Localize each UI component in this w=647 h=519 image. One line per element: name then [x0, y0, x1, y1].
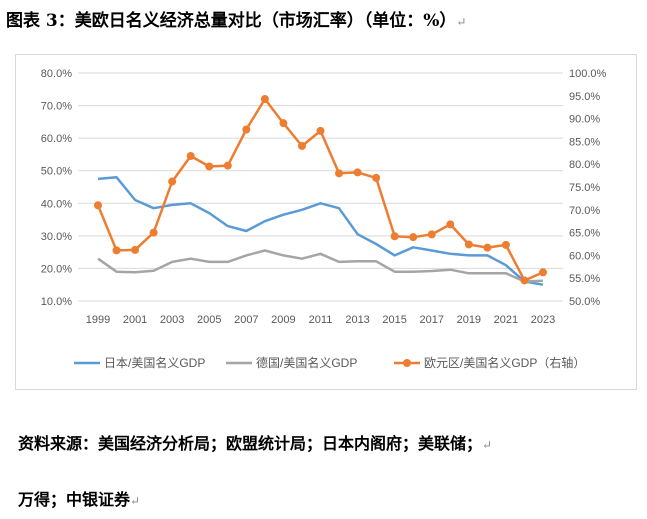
series-point-3: [353, 168, 362, 177]
x-tick-label: 2019: [457, 314, 481, 326]
y-right-tick-label: 55.0%: [569, 273, 600, 285]
x-tick-label: 2007: [234, 314, 258, 326]
series-point-3: [464, 240, 473, 249]
y-left-tick-label: 50.0%: [41, 166, 72, 178]
series-point-3: [186, 151, 195, 160]
y-right-tick-label: 95.0%: [569, 91, 600, 103]
paragraph-mark-icon: ↵: [456, 15, 467, 29]
series-point-3: [297, 141, 306, 150]
paragraph-mark-icon: ↵: [130, 494, 141, 508]
series-point-3: [131, 245, 140, 254]
series-point-3: [446, 220, 455, 229]
series-point-3: [501, 240, 510, 249]
chart-title-text: 图表 3：美欧日名义经济总量对比（市场汇率）（单位：%）: [6, 11, 457, 31]
series-point-3: [316, 126, 325, 135]
series-point-3: [539, 268, 547, 277]
y-left-tick-label: 30.0%: [41, 231, 72, 243]
x-tick-label: 2015: [382, 314, 406, 326]
y-right-tick-label: 75.0%: [569, 182, 600, 194]
y-right-tick-label: 70.0%: [569, 205, 600, 217]
y-left-tick-label: 60.0%: [41, 133, 72, 145]
x-tick-label: 2023: [531, 314, 555, 326]
x-tick-label: 2003: [160, 314, 184, 326]
y-right-tick-label: 85.0%: [569, 136, 600, 148]
x-tick-label: 2005: [197, 314, 221, 326]
x-tick-label: 1999: [86, 314, 110, 326]
chart-area: 80.0% 70.0% 60.0% 50.0% 40.0% 30.0% 20.0% 10.0%…: [15, 54, 637, 390]
series-point-3: [427, 230, 436, 239]
chart-title: 图表 3：美欧日名义经济总量对比（市场汇率）（单位：%）↵: [6, 6, 466, 31]
series-line-2: [97, 249, 544, 283]
y-right-tick-label: 65.0%: [569, 228, 600, 240]
series-point-3: [149, 228, 158, 237]
legend-marker-3: [403, 359, 411, 367]
legend-label-2: 德国/美国名义GDP: [256, 355, 357, 370]
series-point-3: [520, 276, 529, 285]
x-tick-label: 2021: [494, 314, 518, 326]
series-point-3: [279, 119, 288, 128]
y-left-tick-label: 10.0%: [41, 296, 72, 308]
source-line-1: 资料来源：美国经济分析局；欧盟统计局；日本内阁府；美联储；↵: [18, 430, 492, 454]
series-point-3: [390, 232, 399, 241]
series-line-1: [97, 175, 544, 286]
paragraph-mark-icon: ↵: [482, 438, 493, 452]
x-tick-label: 2011: [309, 314, 333, 326]
source-line-1-text: 资料来源：美国经济分析局；欧盟统计局；日本内阁府；美联储；: [18, 434, 483, 453]
y-left-tick-label: 80.0%: [41, 68, 72, 80]
y-left-tick-label: 40.0%: [41, 198, 72, 210]
series-point-3: [409, 233, 418, 242]
y-right-tick-label: 60.0%: [569, 250, 600, 262]
x-tick-label: 2013: [345, 314, 369, 326]
x-tick-label: 2001: [123, 314, 147, 326]
series-point-3: [260, 94, 269, 103]
x-tick-label: 2009: [271, 314, 295, 326]
series-point-3: [223, 161, 232, 170]
y-left-tick-label: 20.0%: [41, 263, 72, 275]
series-point-3: [94, 201, 102, 210]
series-point-3: [168, 177, 177, 186]
series-point-3: [112, 246, 121, 255]
series-point-3: [242, 125, 251, 134]
series-point-3: [372, 173, 381, 182]
series-point-3: [483, 243, 492, 252]
y-left-tick-label: 70.0%: [41, 101, 72, 113]
source-line-2-text: 万得；中银证券: [18, 490, 131, 509]
y-right-tick-label: 90.0%: [569, 114, 600, 126]
line-chart: 80.0% 70.0% 60.0% 50.0% 40.0% 30.0% 20.0% 10.0%…: [41, 68, 607, 370]
y-right-tick-label: 100.0%: [569, 68, 607, 80]
source-line-2: 万得；中银证券↵: [18, 486, 140, 510]
series-point-3: [335, 169, 344, 178]
legend-label-1: 日本/美国名义GDP: [104, 355, 205, 370]
series-point-3: [205, 162, 214, 171]
y-right-tick-label: 50.0%: [569, 296, 600, 308]
legend-label-3: 欧元区/美国名义GDP（右轴）: [424, 355, 585, 370]
y-right-tick-label: 80.0%: [569, 159, 600, 171]
x-tick-label: 2017: [420, 314, 444, 326]
